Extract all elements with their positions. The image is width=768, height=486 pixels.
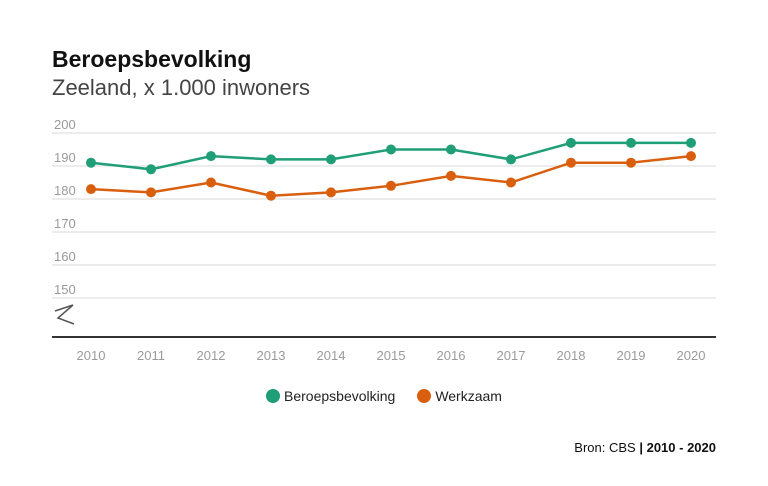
y-tick-label: 190 — [54, 150, 76, 165]
x-tick-label: 2012 — [197, 348, 226, 363]
x-tick-label: 2011 — [137, 348, 165, 363]
x-tick-label: 2017 — [497, 348, 526, 363]
y-tick-label: 170 — [54, 216, 76, 231]
data-point-werkzaam[interactable] — [146, 187, 156, 198]
source-note: Bron: CBS | 2010 - 2020 — [574, 440, 716, 455]
data-point-werkzaam[interactable] — [446, 170, 456, 181]
data-point-werkzaam[interactable] — [506, 177, 516, 188]
data-point-werkzaam[interactable] — [386, 180, 396, 191]
axis-break-icon — [54, 304, 75, 325]
legend-swatch-werkzaam — [417, 389, 432, 403]
source-separator: | — [639, 440, 643, 455]
data-point-werkzaam[interactable] — [686, 151, 696, 162]
data-point-werkzaam[interactable] — [566, 157, 576, 168]
y-tick-label: 150 — [54, 282, 76, 297]
legend-swatch-beroepsbevolking — [266, 389, 281, 403]
data-point-beroepsbevolking[interactable] — [206, 151, 216, 162]
series-points — [86, 137, 696, 201]
legend-item-beroepsbevolking[interactable]: Beroepsbevolking — [266, 388, 395, 404]
data-point-werkzaam[interactable] — [206, 177, 216, 188]
source-label: Bron: CBS — [574, 440, 636, 455]
x-tick-label: 2010 — [77, 348, 106, 363]
data-point-werkzaam[interactable] — [326, 187, 336, 198]
legend: Beroepsbevolking Werkzaam — [0, 388, 768, 404]
data-point-beroepsbevolking[interactable] — [506, 154, 516, 165]
x-axis-ticks: 2010 2011 2012 2013 2014 2015 2016 2017 2018 2019… — [77, 348, 706, 363]
data-point-beroepsbevolking[interactable] — [266, 154, 276, 165]
y-tick-label: 160 — [54, 249, 76, 264]
chart-title: Beroepsbevolking — [52, 46, 252, 72]
axis-break-icon — [54, 304, 75, 325]
legend-label-beroepsbevolking: Beroepsbevolking — [284, 388, 396, 404]
legend-label-werkzaam: Werkzaam — [435, 388, 502, 404]
y-tick-label: 180 — [54, 183, 76, 198]
data-point-beroepsbevolking[interactable] — [146, 164, 156, 175]
gridlines — [52, 132, 716, 299]
data-point-beroepsbevolking[interactable] — [686, 137, 696, 148]
x-tick-label: 2014 — [317, 348, 346, 363]
x-tick-label: 2020 — [677, 348, 706, 363]
legend-item-werkzaam[interactable]: Werkzaam — [417, 388, 502, 404]
source-period: 2010 - 2020 — [646, 440, 716, 455]
data-point-beroepsbevolking[interactable] — [626, 137, 636, 148]
data-point-beroepsbevolking[interactable] — [446, 144, 456, 155]
data-point-beroepsbevolking[interactable] — [326, 154, 336, 165]
data-point-werkzaam[interactable] — [266, 190, 276, 201]
x-tick-label: 2016 — [437, 348, 466, 363]
x-tick-label: 2013 — [257, 348, 286, 363]
y-axis-ticks: 150 160 170 180 190 200 — [54, 117, 76, 297]
data-point-werkzaam[interactable] — [86, 184, 96, 195]
y-tick-label: 200 — [54, 117, 76, 132]
x-tick-label: 2018 — [557, 348, 586, 363]
x-tick-label: 2015 — [377, 348, 406, 363]
data-point-werkzaam[interactable] — [626, 157, 636, 168]
data-point-beroepsbevolking[interactable] — [86, 157, 96, 168]
data-point-beroepsbevolking[interactable] — [566, 137, 576, 148]
x-tick-label: 2019 — [617, 348, 646, 363]
data-point-beroepsbevolking[interactable] — [386, 144, 396, 155]
chart-subtitle: Zeeland, x 1.000 inwoners — [52, 75, 311, 100]
